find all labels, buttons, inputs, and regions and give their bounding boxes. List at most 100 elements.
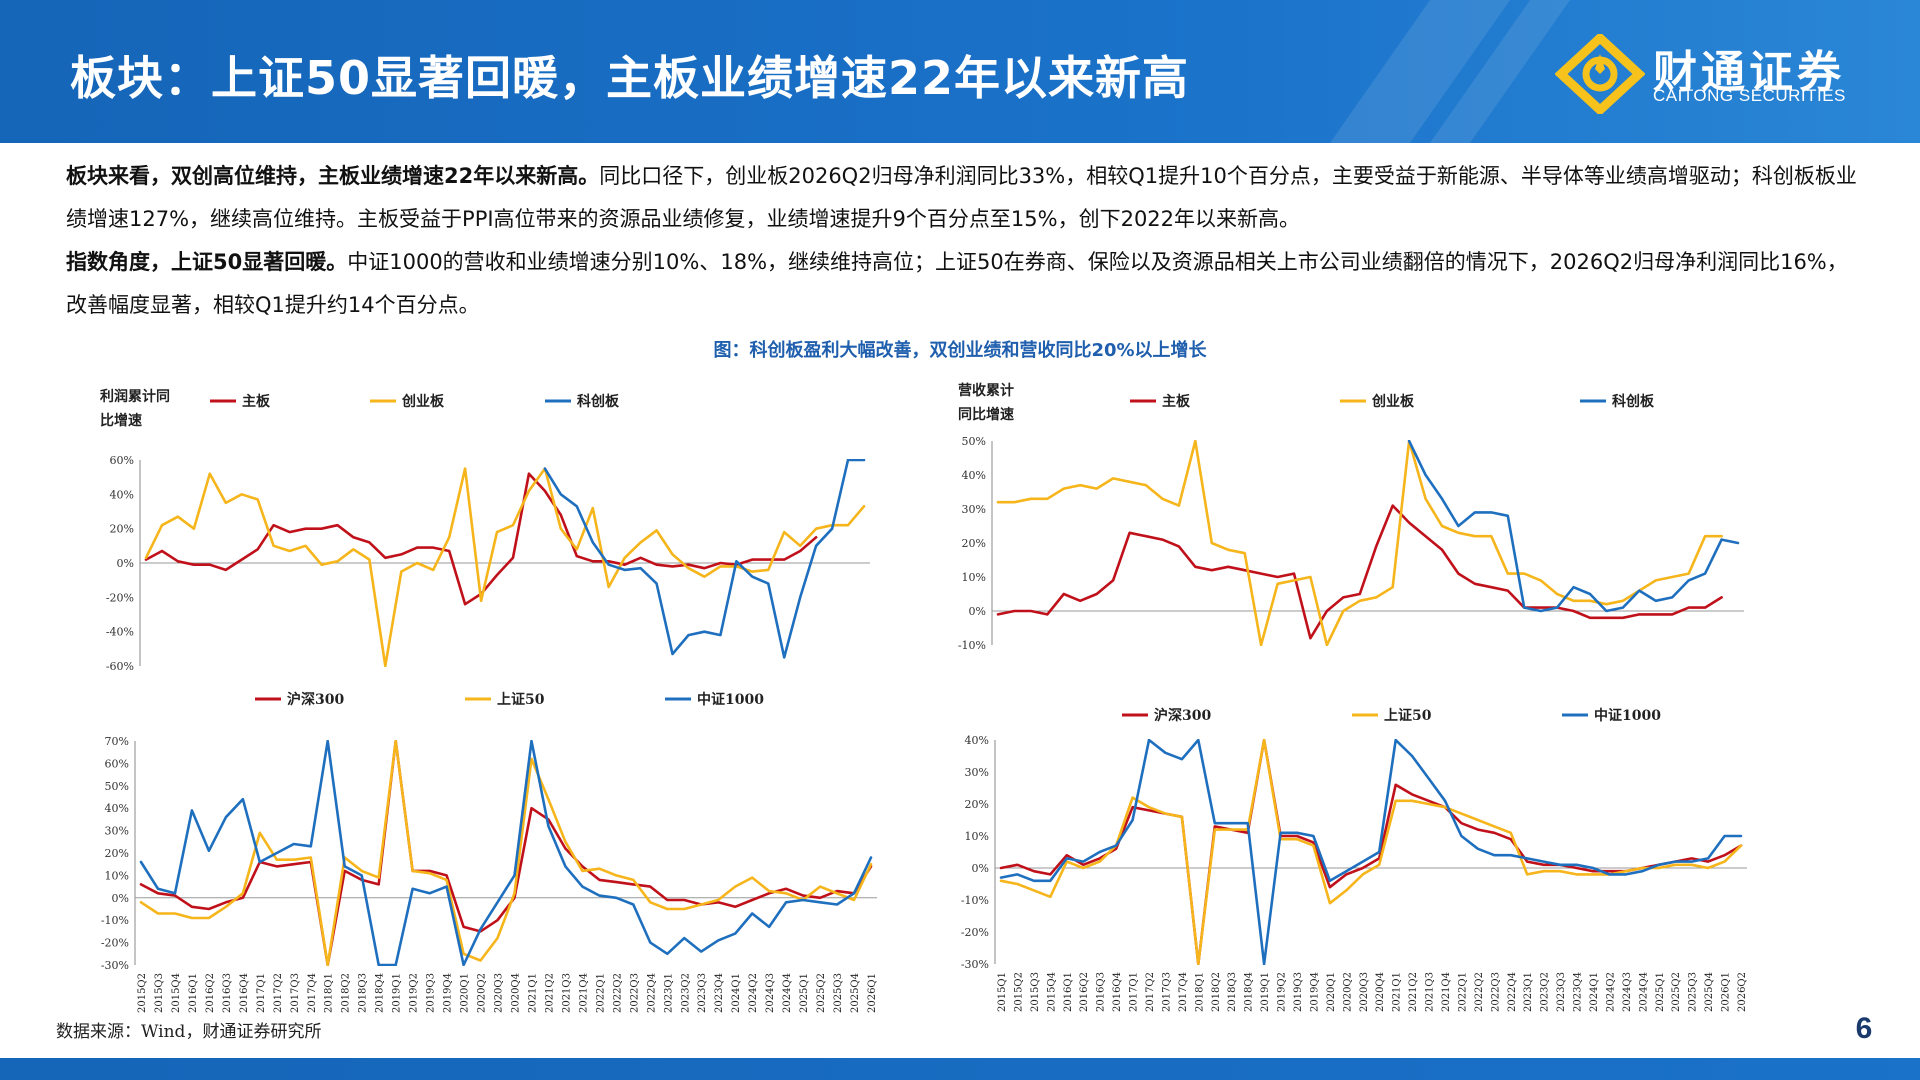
y-tick-label: 30% [105,825,129,838]
x-tick-label: 2017Q4 [307,973,318,1013]
series-line-科创板 [1407,440,1740,613]
x-tick-label: 2020Q2 [1342,972,1353,1012]
x-tick-label: 2019Q2 [1277,972,1288,1012]
x-tick-label: 2022Q2 [612,973,623,1013]
y-tick-label: -20% [106,591,134,604]
y-tick-label: 30% [965,766,989,779]
x-tick-label: 2017Q1 [1129,972,1140,1012]
x-tick-label: 2018Q2 [341,973,352,1013]
x-tick-label: 2020Q3 [1359,972,1370,1012]
x-tick-label: 2023Q1 [1523,972,1534,1012]
x-tick-label: 2026Q1 [867,973,878,1013]
x-tick-label: 2018Q1 [324,973,335,1013]
x-tick-label: 2018Q4 [375,973,386,1013]
x-tick-label: 2024Q4 [782,973,793,1013]
legend-label: 上证50 [497,692,545,708]
y-tick-label: -10% [101,914,129,927]
series-line-沪深300 [139,740,873,966]
y-tick-label: 10% [962,571,986,584]
figure-title: 图：科创板盈利大幅改善，双创业绩和营收同比20%以上增长 [713,340,1207,361]
x-tick-label: 2019Q1 [1260,972,1271,1012]
legend-label: 创业板 [401,393,445,410]
x-tick-label: 2019Q3 [1293,972,1304,1012]
x-tick-label: 2022Q1 [595,973,606,1013]
y-tick-label: 40% [962,469,986,482]
y-tick-label: -10% [958,639,986,652]
paragraph-1-lead: 板块来看，双创高位维持，主板业绩增速22年以来新高。 [66,164,600,188]
y-axis-label-line1: 利润累计同 [100,388,170,405]
legend-label: 沪深300 [1154,707,1211,724]
y-tick-label: 0% [117,557,134,570]
chart-profit-indices: -30% -20% -10% 0% 10% 20% 30% 40% 50% 60% 70% 2015Q… [101,691,878,1013]
y-tick-label: 30% [962,503,986,516]
series-line-上证50 [999,739,1743,965]
paragraph-1: 板块来看，双创高位维持，主板业绩增速22年以来新高。同比口径下，创业板2026Q… [66,155,1866,241]
x-tick-label: 2022Q2 [1474,972,1485,1012]
x-tick-label: 2016Q1 [188,973,199,1013]
x-tick-label: 2020Q4 [510,973,521,1013]
x-tick-label: 2023Q4 [714,973,725,1013]
series-line-主板 [144,472,818,606]
legend-label: 创业板 [1371,393,1415,410]
x-tick-label: 2020Q3 [494,973,505,1013]
legend-label: 沪深300 [287,691,344,708]
company-logo: 财通证券 CAITONG SECURITIES [1554,31,1855,117]
page-title: 板块：上证50显著回暖，主板业绩增速22年以来新高 [70,51,1190,105]
y-axis-label-line1: 营收累计 [958,382,1014,399]
y-tick-label: -60% [106,660,134,673]
legend-label: 上证50 [1384,708,1432,724]
x-tick-label: 2022Q3 [1490,972,1501,1012]
x-tick-label: 2020Q2 [477,973,488,1013]
series-line-上证50 [139,740,873,966]
x-tick-label: 2022Q4 [1507,972,1518,1012]
logo-text-cn: 财通证券 [1653,47,1845,98]
x-tick-label: 2015Q4 [1046,972,1057,1012]
x-tick-label: 2023Q3 [1556,972,1567,1012]
paragraph-1-body: 同比口径下，创业板2026Q2归母净利润同比33%，相较Q1提升10个百分点，主… [66,164,1857,231]
x-tick-label: 2015Q3 [154,973,165,1013]
y-tick-label: -20% [961,926,989,939]
x-tick-label: 2023Q4 [1573,972,1584,1012]
x-tick-label: 2017Q2 [1145,972,1156,1012]
y-tick-label: -30% [961,958,989,971]
x-tick-label: 2018Q1 [1194,972,1205,1012]
x-tick-label: 2024Q2 [1605,972,1616,1012]
y-tick-label: 10% [965,830,989,843]
paragraph-2: 指数角度，上证50显著回暖。中证1000的营收和业绩增速分别10%、18%，继续… [66,241,1866,327]
x-tick-label: 2017Q2 [273,973,284,1013]
y-tick-label: 60% [110,454,134,467]
x-tick-label: 2025Q1 [1655,972,1666,1012]
y-tick-label: -30% [101,959,129,972]
x-tick-label: 2017Q3 [290,973,301,1013]
x-tick-label: 2019Q3 [426,973,437,1013]
y-tick-label: 50% [962,435,986,448]
y-tick-label: 0% [969,605,986,618]
chart-revenue-indices: -30% -20% -10% 0% 10% 20% 30% 40% 2015Q1 2015Q2 20… [961,707,1748,1012]
x-tick-label: 2020Q1 [460,973,471,1013]
x-tick-label: 2024Q2 [748,973,759,1013]
x-tick-label: 2025Q2 [816,973,827,1013]
series-line-沪深300 [999,739,1743,965]
y-tick-label: 0% [972,862,989,875]
legend-label: 主板 [1162,393,1191,410]
y-tick-label: 20% [105,847,129,860]
x-tick-label: 2025Q2 [1671,972,1682,1012]
x-tick-label: 2022Q3 [629,973,640,1013]
x-tick-label: 2025Q1 [799,973,810,1013]
paragraph-2-body: 中证1000的营收和业绩增速分别10%、18%，继续维持高位；上证50在券商、保… [66,250,1848,317]
logo-emblem-icon [1554,31,1646,117]
x-tick-label: 2023Q3 [697,973,708,1013]
x-tick-label: 2018Q3 [1227,972,1238,1012]
x-tick-label: 2022Q1 [1457,972,1468,1012]
data-source: 数据来源：Wind，财通证券研究所 [56,1022,322,1042]
x-tick-label: 2015Q3 [1030,972,1041,1012]
x-tick-label: 2023Q2 [1540,972,1551,1012]
x-tick-label: 2020Q4 [1375,972,1386,1012]
y-tick-label: -20% [101,937,129,950]
x-tick-label: 2024Q1 [1589,972,1600,1012]
paragraph-2-lead: 指数角度，上证50显著回暖。 [66,250,348,274]
x-tick-label: 2022Q4 [646,973,657,1013]
x-tick-label: 2019Q2 [409,973,420,1013]
y-tick-label: 70% [105,735,129,748]
